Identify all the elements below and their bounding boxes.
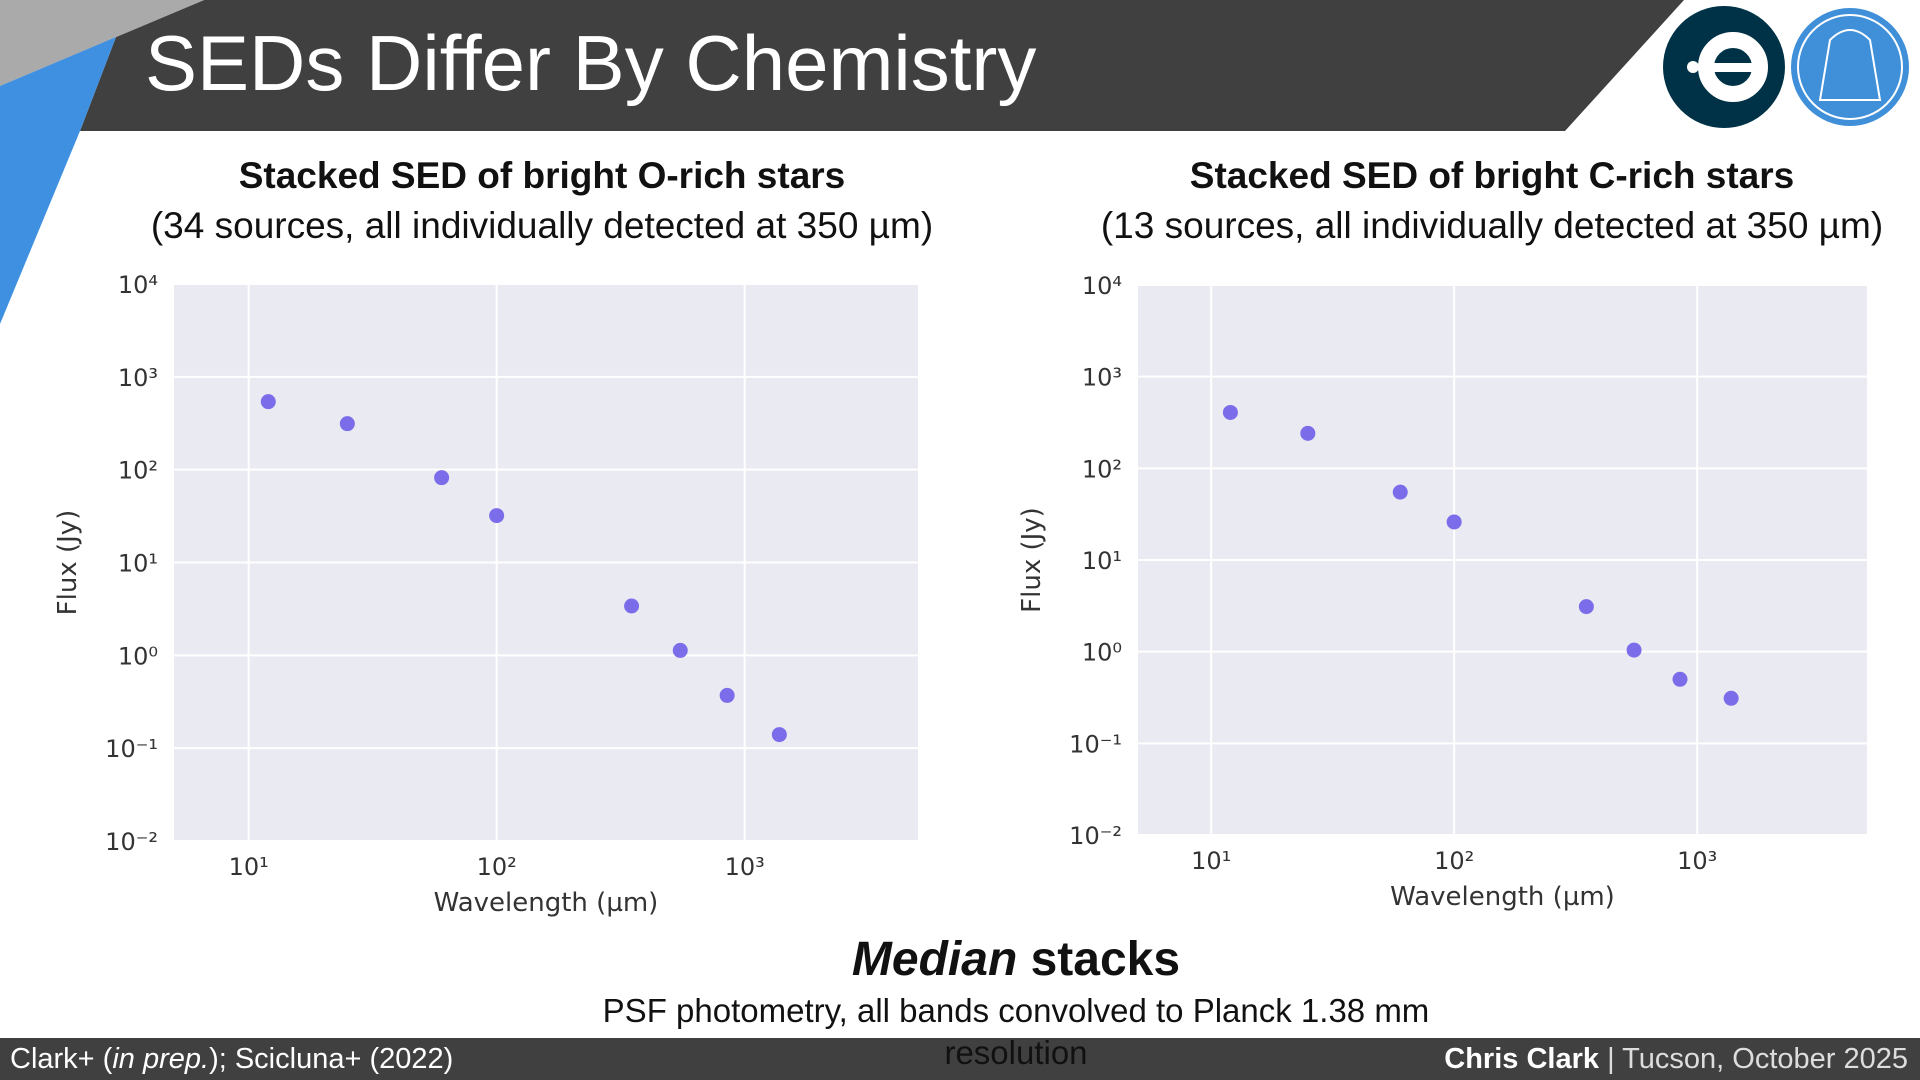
footer-bar (0, 1038, 1920, 1080)
y-tick-label: 10¹ (1082, 547, 1122, 575)
x-axis-label: Wavelength (µm) (1390, 882, 1615, 912)
footer-emph: in prep. (112, 1043, 210, 1075)
x-tick-label: 10³ (725, 853, 765, 881)
y-tick-label: 10¹ (118, 550, 158, 578)
x-tick-label: 10² (477, 853, 517, 881)
y-tick-label: 10³ (1082, 364, 1122, 392)
y-axis-label: Flux (Jy) (53, 510, 83, 616)
esa-logo-dot (1687, 61, 1699, 73)
caption-text: PSF photometry, all bands convolved to P… (602, 992, 1430, 1071)
y-tick-label: 10² (118, 457, 158, 485)
footer-place: | Tucson, October 2025 (1607, 1043, 1908, 1075)
data-point (672, 642, 688, 658)
data-point (1446, 514, 1462, 530)
x-tick-label: 10² (1434, 847, 1474, 875)
partner-logo (1791, 8, 1909, 126)
caption-emph: Median (851, 933, 1018, 986)
data-point (1392, 484, 1408, 500)
data-point (489, 508, 505, 524)
data-point (1672, 671, 1688, 687)
data-point (1626, 642, 1642, 658)
y-tick-label: 10⁴ (1082, 272, 1122, 300)
footer-text: ); Scicluna+ (2022) (209, 1043, 454, 1075)
chart-title: Stacked SED of bright C-rich stars (1190, 155, 1794, 196)
data-point (260, 394, 276, 410)
y-tick-label: 10⁻² (105, 828, 158, 856)
footer-text: Clark+ ( (10, 1043, 113, 1075)
footer-author: Chris Clark (1444, 1043, 1599, 1075)
chart-subtitle: (13 sources, all individually detected a… (1101, 205, 1883, 246)
y-tick-label: 10⁴ (118, 271, 158, 299)
y-tick-label: 10³ (118, 364, 158, 392)
y-tick-label: 10⁻¹ (105, 735, 158, 763)
esa-logo-e-bar (1705, 63, 1755, 72)
slide-title: SEDs Differ By Chemistry (145, 19, 1037, 107)
data-point (771, 727, 787, 743)
chart-subtitle: (34 sources, all individually detected a… (151, 205, 933, 246)
data-point (1222, 404, 1238, 420)
y-tick-label: 10⁰ (1082, 639, 1122, 667)
header-stripe (0, 37, 116, 324)
y-tick-label: 10² (1082, 455, 1122, 483)
data-point (624, 598, 640, 614)
x-tick-label: 10³ (1677, 847, 1717, 875)
y-tick-label: 10⁻² (1069, 822, 1122, 850)
partner-logo-ring (1797, 14, 1903, 120)
x-tick-label: 10¹ (229, 853, 269, 881)
caption-heading: Median stacks (0, 932, 1920, 987)
footer-right: Chris Clark | Tucson, October 2025 (1444, 1043, 1908, 1076)
data-point (434, 470, 450, 486)
data-point (719, 687, 735, 703)
data-point (1300, 425, 1316, 441)
chart-title: Stacked SED of bright O-rich stars (239, 155, 846, 196)
footer-left: Clark+ (in prep.); Scicluna+ (2022) (10, 1043, 453, 1076)
x-tick-label: 10¹ (1191, 847, 1231, 875)
partner-logo-figure (1818, 29, 1882, 101)
data-point (1578, 599, 1594, 615)
y-tick-label: 10⁰ (118, 642, 158, 670)
data-point (1723, 690, 1739, 706)
y-tick-label: 10⁻¹ (1069, 730, 1122, 758)
y-axis-label: Flux (Jy) (1017, 507, 1047, 613)
x-axis-label: Wavelength (µm) (434, 888, 659, 918)
caption-word: stacks (1030, 933, 1181, 986)
header-bar (80, 0, 1684, 131)
data-point (339, 416, 355, 432)
